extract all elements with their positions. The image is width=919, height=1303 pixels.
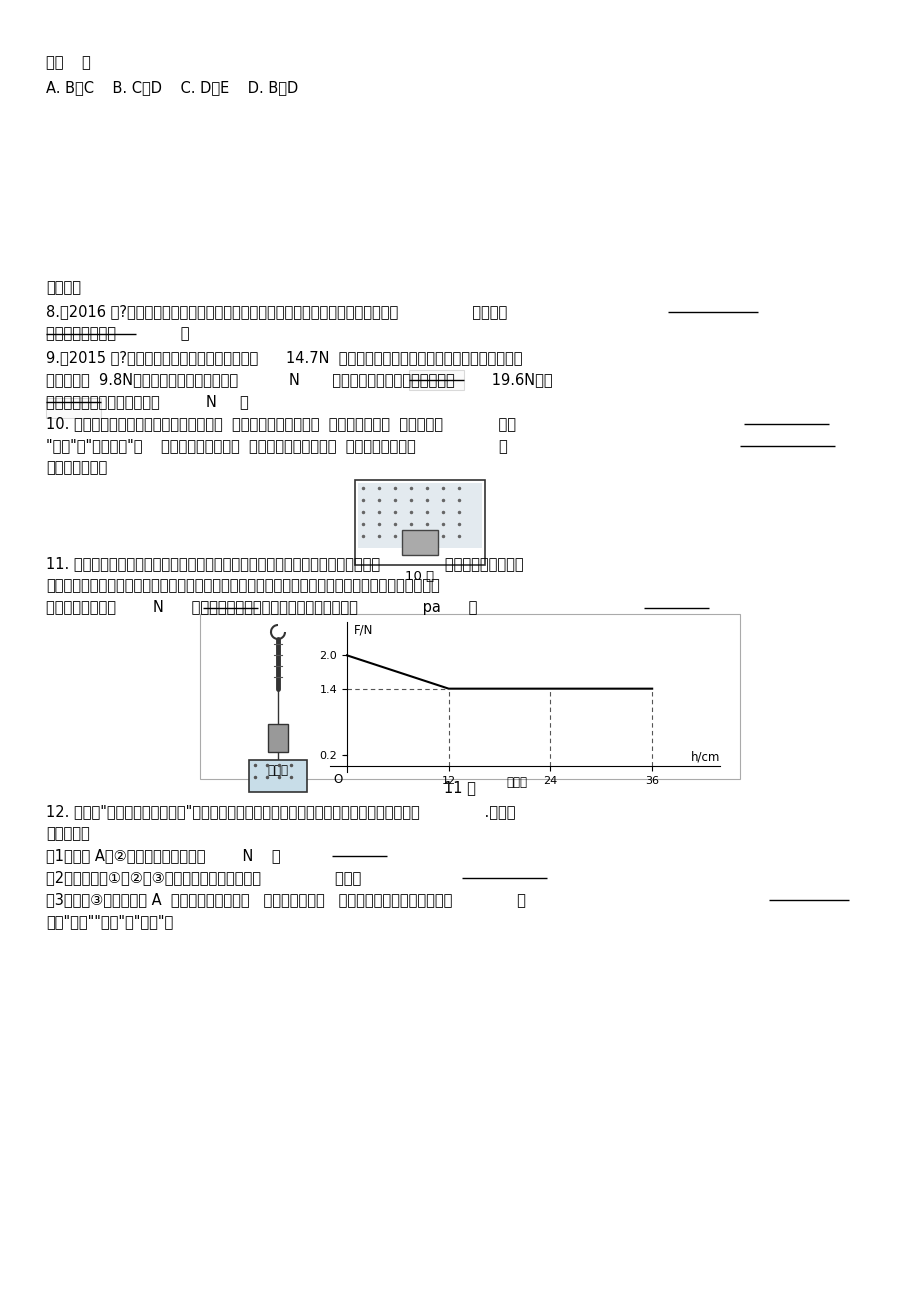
Text: 从而产生浮力。: 从而产生浮力。: [46, 460, 108, 476]
Text: 说明浮力的方向是              。: 说明浮力的方向是 。: [46, 326, 189, 341]
Bar: [199, 614, 739, 779]
Text: 10 题: 10 题: [405, 569, 434, 582]
Text: 是（    ）: 是（ ）: [46, 55, 91, 70]
Bar: [46, 397, 101, 418]
Text: 以下问题：: 以下问题：: [46, 826, 90, 840]
Text: 10. 如图所示，将石蜡块紧贴在烧杯底部，  向烧杯中缓缓倒入水，  石蜡块不上浮，  这时石蜡块            （填: 10. 如图所示，将石蜡块紧贴在烧杯底部， 向烧杯中缓缓倒入水， 石蜡块不上浮，…: [46, 416, 516, 431]
Text: O: O: [333, 773, 343, 786]
Text: A. B和C    B. C和D    C. D和E    D. B和D: A. B和C B. C和D C. D和E D. B和D: [46, 79, 298, 95]
Text: 11. 用一弹簧测力计挂着一实心圆柱体，圆柱体的底面刚好与水面接触（未浸入水）              ，如图（甲），然后: 11. 用一弹簧测力计挂着一实心圆柱体，圆柱体的底面刚好与水面接触（未浸入水） …: [46, 556, 523, 571]
Text: 二、填空: 二、填空: [46, 280, 81, 294]
Text: F/N: F/N: [353, 623, 373, 636]
Bar: [402, 530, 437, 555]
Text: （2）对比实验①、②、③可得出结论：浮力大小与                有关；: （2）对比实验①、②、③可得出结论：浮力大小与 有关；: [46, 870, 361, 885]
Text: 将其逐渐浸入水中，图（乙）所示是弹簧测力计示数随圆柱体逐渐浸入水中深度的变化情况，则圆柱体: 将其逐渐浸入水中，图（乙）所示是弹簧测力计示数随圆柱体逐渐浸入水中深度的变化情况…: [46, 579, 439, 593]
Text: （1）物体 A在②中所受的浮力大小为        N    ；: （1）物体 A在②中所受的浮力大小为 N ；: [46, 848, 280, 863]
Text: 秤的示数为  9.8N，则金属块排开水的重力为           N       。若金属块上表面所受的压力为        19.6N，则: 秤的示数为 9.8N，则金属块排开水的重力为 N 。若金属块上表面所受的压力为 …: [46, 371, 552, 387]
Text: h/cm: h/cm: [690, 751, 720, 764]
Text: 11 题: 11 题: [444, 780, 475, 795]
Text: 金属块下表面所受水的压力为          N     。: 金属块下表面所受水的压力为 N 。: [46, 394, 248, 409]
Bar: [409, 370, 463, 390]
Bar: [249, 760, 307, 792]
Text: 8.（2016 春?山亭区期末）小明同学将一个乒乓球按入水中，松开手后，乒乓球将会                运动，这: 8.（2016 春?山亭区期末）小明同学将一个乒乓球按入水中，松开手后，乒乓球将…: [46, 304, 506, 319]
Bar: [357, 483, 482, 549]
Text: （填"变大""变小"或"不变"）: （填"变大""变小"或"不变"）: [46, 913, 173, 929]
Text: （乙）: （乙）: [505, 777, 527, 790]
Text: 9.（2015 春?曲靖校级期中）弹簧秤下吊着重为      14.7N  的正方形金属块，当它完全浸没在水中时，弹簧: 9.（2015 春?曲靖校级期中）弹簧秤下吊着重为 14.7N 的正方形金属块，…: [46, 351, 522, 365]
Text: （3）在图③中，若物体 A  完全浸没到盐水后，   继续向下移动，   则烧杯底部所受的液体压强会              。: （3）在图③中，若物体 A 完全浸没到盐水后， 继续向下移动， 则烧杯底部所受的…: [46, 893, 526, 907]
Bar: [267, 724, 288, 752]
Text: "受到"或"没有受到"）    浮力。轻拨石蜡块，  让水浸入石蜡块底部，  这时水对石蜡块有                  ，: "受到"或"没有受到"） 浮力。轻拨石蜡块， 让水浸入石蜡块底部， 这时水对石蜡…: [46, 438, 507, 453]
Text: （甲）: （甲）: [267, 764, 289, 777]
Text: 12. 在探究"影响浮力大小的因素"时，小琪做了一系列实验（实验装置及相关数据如图所示）              .请回答: 12. 在探究"影响浮力大小的因素"时，小琪做了一系列实验（实验装置及相关数据如…: [46, 804, 515, 820]
Bar: [355, 480, 484, 566]
Text: 受到的最大浮力是        N      ；圆柱体刚浸没时下表面受到的液体压强是              pa      。: 受到的最大浮力是 N ；圆柱体刚浸没时下表面受到的液体压强是 pa 。: [46, 599, 477, 615]
